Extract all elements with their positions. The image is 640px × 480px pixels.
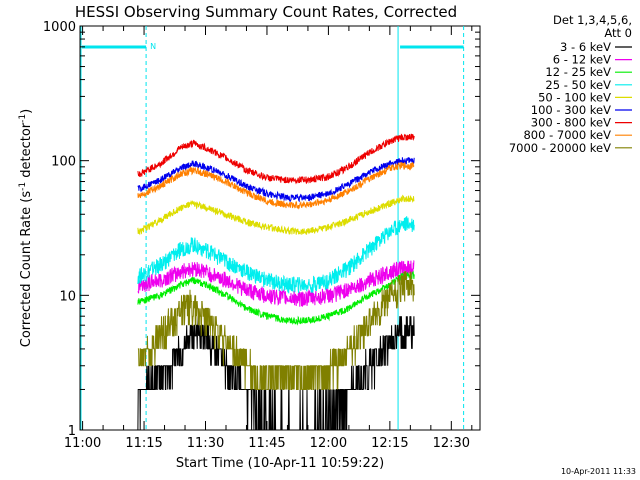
legend-entry-label: 6 - 12 keV	[553, 53, 611, 67]
series-line	[137, 133, 415, 185]
legend-entry-label: 25 - 50 keV	[545, 78, 611, 92]
x-tick-label: 11:45	[248, 436, 285, 451]
series-line	[137, 270, 415, 326]
y-axis-label-sup-1: -1	[18, 182, 28, 191]
x-tick-label: 12:30	[433, 436, 470, 451]
y-axis-label-prefix: Corrected Count Rate (s	[19, 191, 34, 348]
y-tick-label: 10	[59, 289, 76, 304]
attenuator-annotations: N	[82, 42, 464, 51]
y-axis-label-sup-2: -1	[18, 114, 28, 123]
legend-header-line-1: Det 1,3,4,5,6,	[553, 13, 632, 27]
y-tick-label: 1000	[43, 20, 76, 35]
x-tick-label: 11:30	[187, 436, 224, 451]
chart-title: HESSI Observing Summary Count Rates, Cor…	[75, 3, 457, 21]
legend-entry-label: 300 - 800 keV	[531, 116, 611, 130]
legend-entry-label: 7000 - 20000 keV	[509, 141, 611, 155]
series-line	[137, 194, 415, 236]
x-tick-label: 12:00	[310, 436, 347, 451]
series-line	[137, 216, 415, 294]
x-axis-label: Start Time (10-Apr-11 10:59:22)	[176, 456, 384, 471]
y-axis-label: Corrected Count Rate (s-1 detector-1)	[18, 109, 34, 347]
x-axis-ticks: 11:00 11:15 11:30 11:45 12:00 12:15 12:30	[64, 26, 473, 451]
series-line	[137, 271, 415, 390]
attenuator-bar-label: N	[150, 42, 156, 51]
legend-entry-label: 12 - 25 keV	[545, 65, 611, 79]
legend-entry-label: 100 - 300 keV	[531, 103, 611, 117]
legend-header-line-2: Att 0	[604, 26, 632, 40]
x-tick-label: 11:00	[64, 436, 101, 451]
x-tick-label: 12:15	[371, 436, 408, 451]
legend-entry-label: 3 - 6 keV	[560, 40, 611, 54]
series-line	[137, 157, 415, 203]
series-line	[137, 161, 415, 210]
x-tick-label: 11:15	[125, 436, 162, 451]
y-tick-label: 100	[51, 155, 76, 170]
y-axis-label-mid: detector	[19, 122, 34, 182]
series-line	[137, 316, 415, 431]
timestamp: 10-Apr-2011 11:33	[561, 467, 636, 476]
y-axis-label-suffix: )	[19, 109, 34, 114]
y-tick-label: 1	[68, 424, 76, 439]
y-axis-ticks: 1 10 100 1000	[43, 20, 480, 439]
legend-entry-label: 50 - 100 keV	[538, 90, 611, 104]
series-line	[137, 260, 415, 307]
series-layer	[137, 133, 415, 431]
legend-entry-label: 800 - 7000 keV	[523, 128, 611, 142]
